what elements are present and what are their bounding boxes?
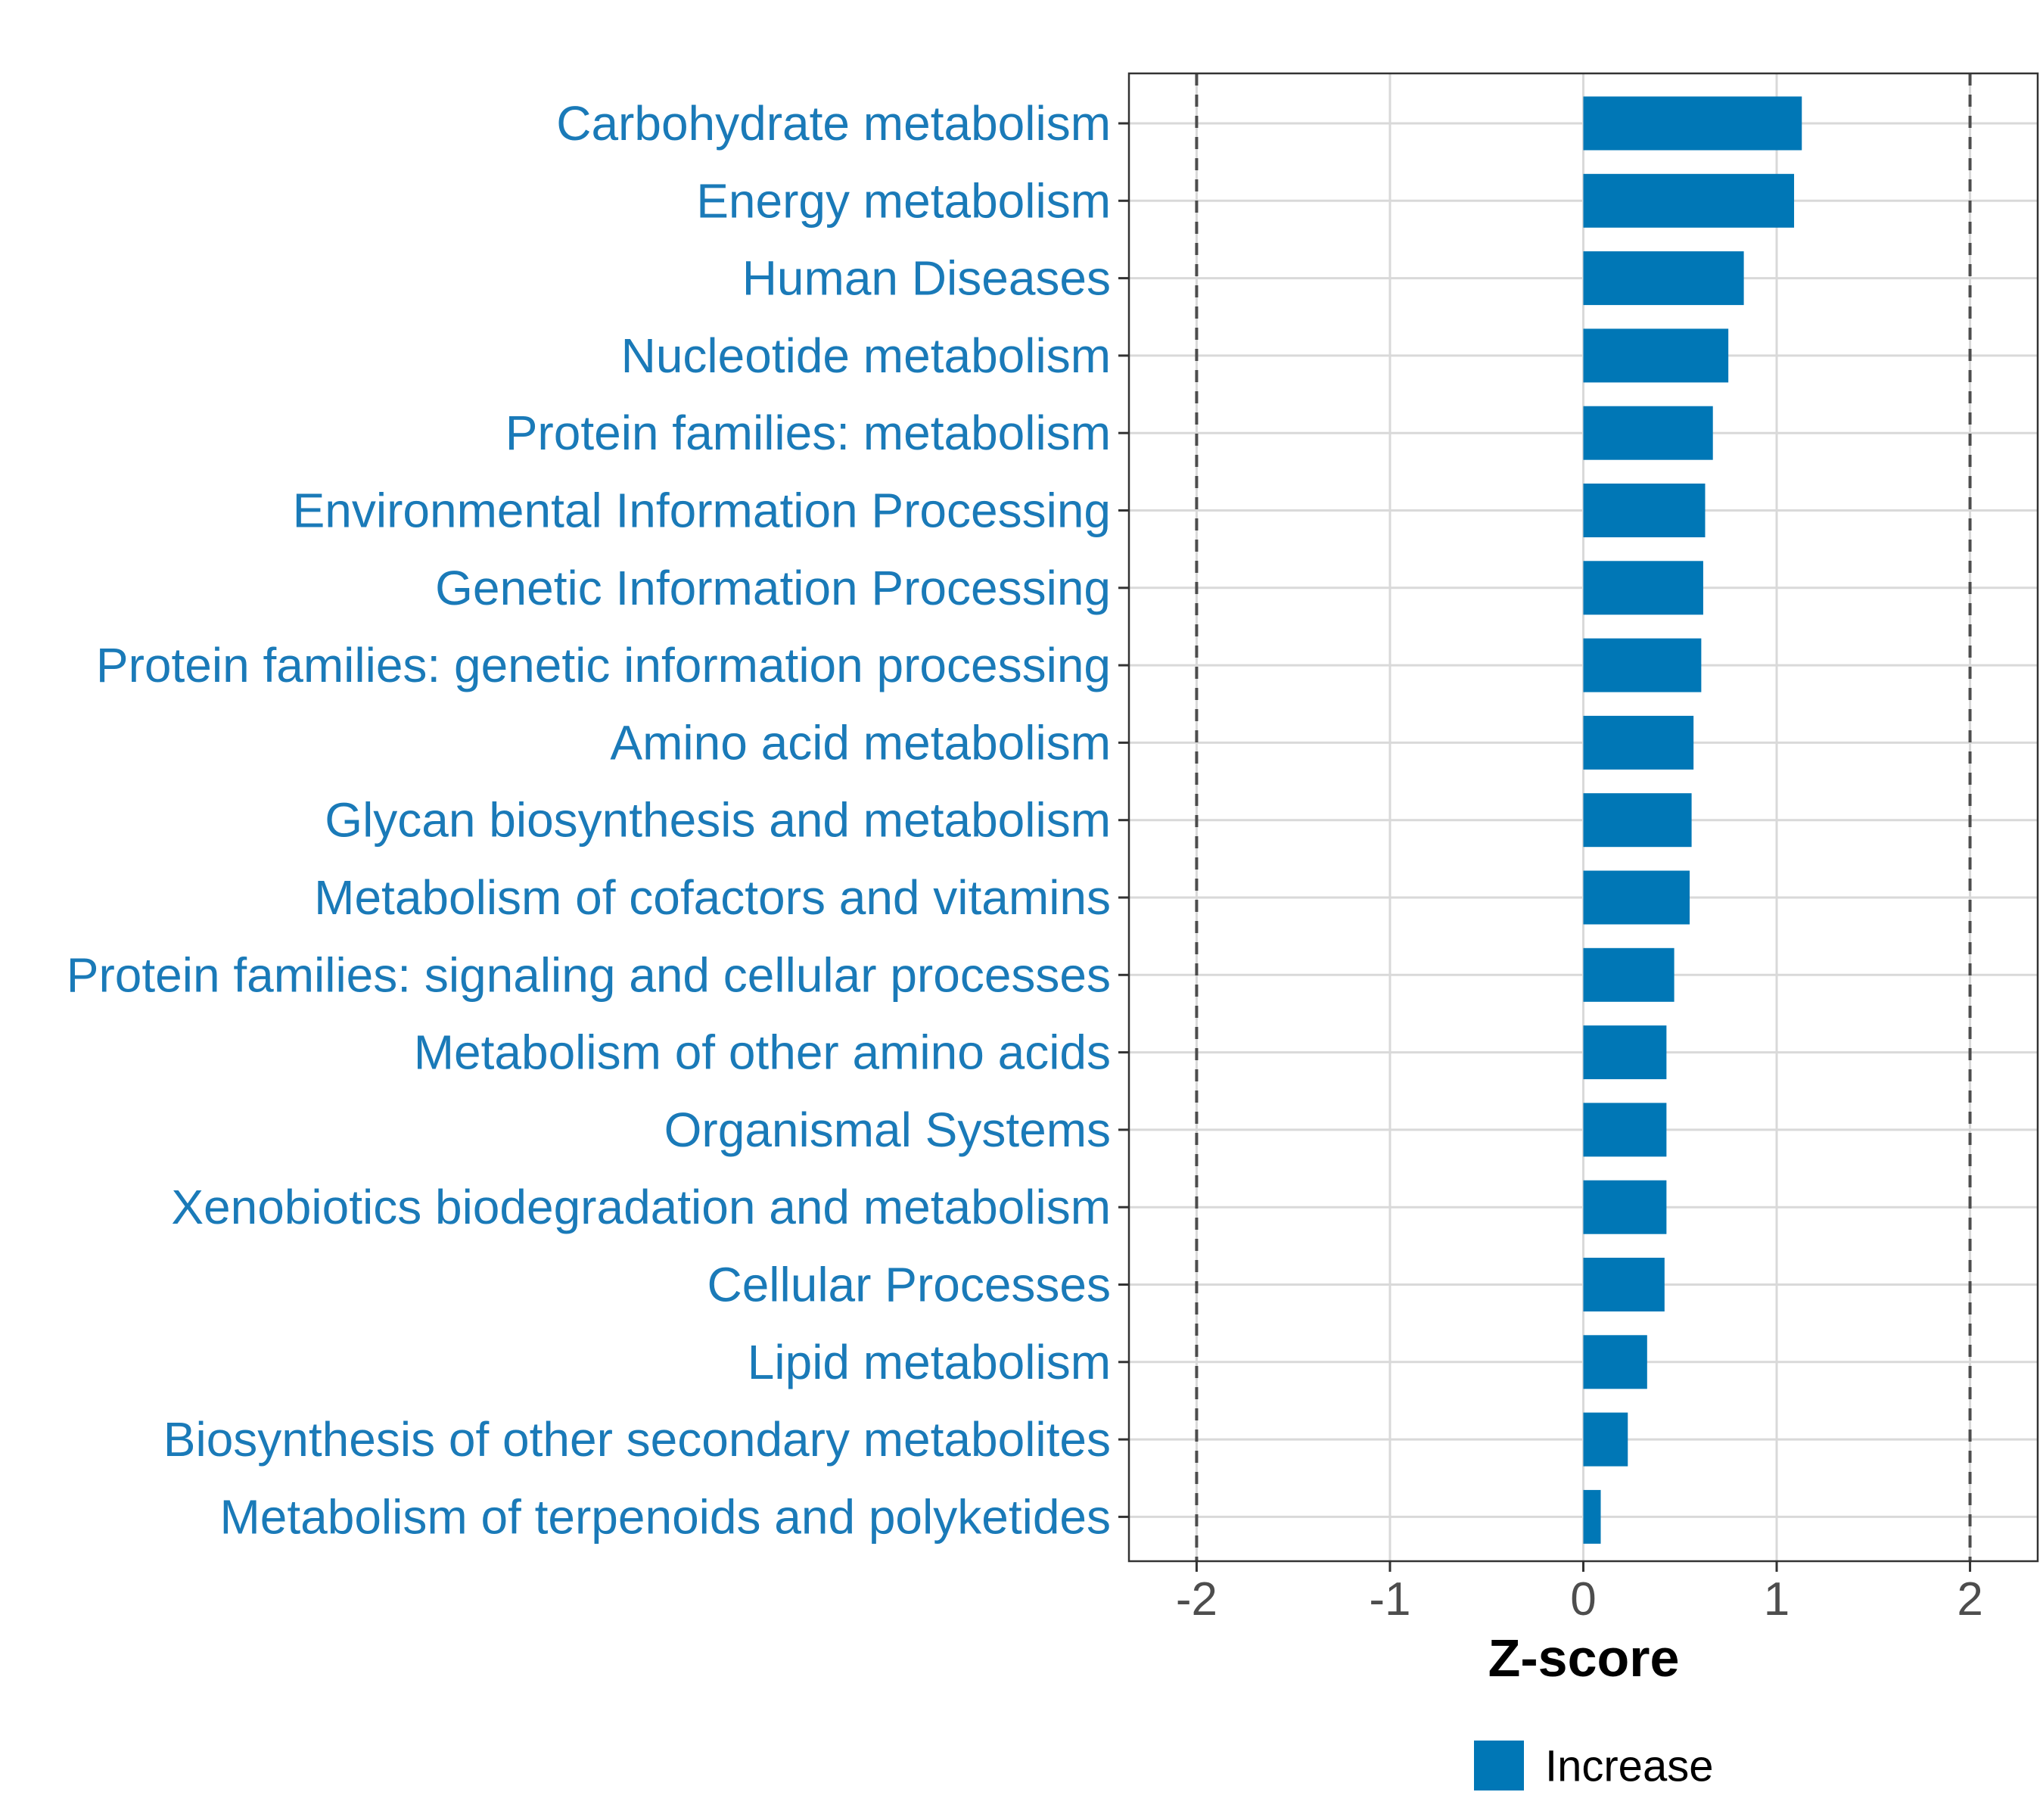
category-label: Metabolism of terpenoids and polyketides <box>219 1489 1111 1544</box>
legend-label: Increase <box>1545 1742 1713 1791</box>
legend-swatch <box>1474 1741 1524 1790</box>
bar <box>1583 328 1729 383</box>
category-label: Lipid metabolism <box>748 1335 1111 1389</box>
bar <box>1583 715 1694 770</box>
bar <box>1583 1489 1601 1544</box>
x-tick-label: -1 <box>1369 1573 1410 1626</box>
category-label: Biosynthesis of other secondary metaboli… <box>163 1412 1111 1467</box>
bar <box>1583 484 1706 537</box>
x-tick-label: 1 <box>1764 1573 1790 1626</box>
bar <box>1583 638 1702 692</box>
bar <box>1583 793 1692 848</box>
category-label: Cellular Processes <box>707 1258 1111 1312</box>
x-tick-label: 0 <box>1570 1573 1596 1626</box>
bar <box>1583 870 1690 925</box>
bar <box>1583 1335 1647 1389</box>
category-label: Glycan biosynthesis and metabolism <box>325 793 1111 848</box>
category-label: Metabolism of cofactors and vitamins <box>314 870 1111 925</box>
category-label: Metabolism of other amino acids <box>414 1025 1111 1080</box>
bar <box>1583 173 1795 228</box>
category-label: Xenobiotics biodegradation and metabolis… <box>171 1180 1111 1234</box>
category-label: Protein families: metabolism <box>505 406 1111 460</box>
category-label: Organismal Systems <box>664 1103 1111 1157</box>
category-label: Environmental Information Processing <box>293 484 1111 538</box>
category-label: Amino acid metabolism <box>610 715 1111 770</box>
category-label: Energy metabolism <box>696 173 1111 228</box>
x-tick-label: 2 <box>1957 1573 1982 1626</box>
bar <box>1583 947 1675 1002</box>
category-label: Carbohydrate metabolism <box>556 96 1111 151</box>
bar <box>1583 1180 1667 1234</box>
category-label: Nucleotide metabolism <box>621 328 1111 383</box>
category-label: Protein families: genetic information pr… <box>96 638 1111 692</box>
category-label: Protein families: signaling and cellular… <box>67 947 1111 1002</box>
bar <box>1583 251 1744 306</box>
bar <box>1583 406 1713 460</box>
bar <box>1583 96 1802 151</box>
x-tick-label: -2 <box>1176 1573 1217 1626</box>
category-label: Human Diseases <box>742 251 1111 306</box>
category-label: Genetic Information Processing <box>435 561 1111 615</box>
bar <box>1583 1258 1665 1311</box>
bar <box>1583 561 1703 615</box>
bar <box>1583 1412 1628 1467</box>
bar <box>1583 1025 1667 1080</box>
x-axis-title: Z-score <box>1488 1629 1680 1688</box>
bar <box>1583 1103 1667 1157</box>
